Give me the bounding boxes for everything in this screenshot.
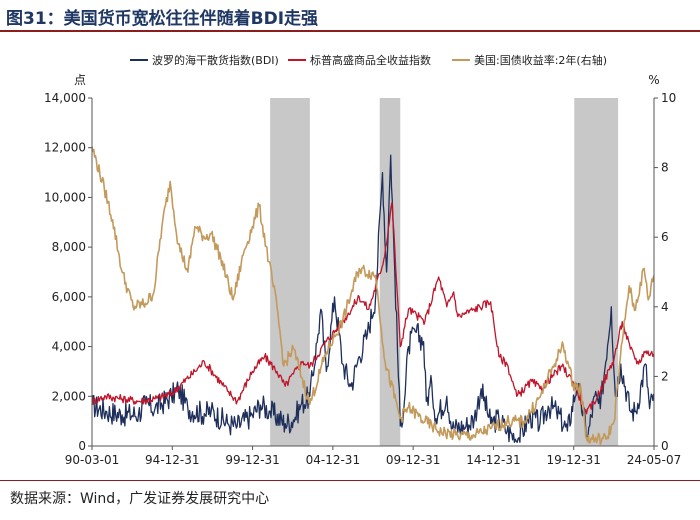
series-line-3 bbox=[91, 146, 655, 446]
right-axis-unit: % bbox=[648, 73, 659, 87]
title-bar: 图31：美国货币宽松往往伴随着BDI走强 bbox=[0, 0, 700, 30]
series-line-2 bbox=[91, 201, 655, 415]
right-tick-label: 4 bbox=[661, 300, 669, 314]
right-tick-label: 2 bbox=[661, 369, 669, 383]
title-rule bbox=[0, 30, 700, 32]
shaded-period-1 bbox=[270, 98, 310, 446]
source-rule bbox=[0, 480, 700, 481]
left-tick-label: 6,000 bbox=[52, 290, 86, 304]
legend-label-3: 美国:国债收益率:2年(右轴) bbox=[474, 53, 607, 67]
x-tick-label: 09-12-31 bbox=[386, 453, 440, 467]
right-tick-label: 10 bbox=[661, 91, 676, 105]
source-note: 数据来源：Wind，广发证券发展研究中心 bbox=[10, 491, 270, 507]
shaded-period-2 bbox=[379, 98, 401, 446]
legend-label-2: 标普高盛商品全收益指数 bbox=[310, 53, 431, 67]
series-lines bbox=[91, 146, 655, 446]
x-tick-label: 99-12-31 bbox=[225, 453, 279, 467]
right-tick-label: 0 bbox=[661, 439, 669, 453]
x-tick-label: 94-12-31 bbox=[145, 453, 199, 467]
x-tick-label: 90-03-01 bbox=[65, 453, 119, 467]
left-tick-label: 2,000 bbox=[52, 389, 86, 403]
left-tick-label: 0 bbox=[78, 439, 86, 453]
x-tick-label: 14-12-31 bbox=[466, 453, 520, 467]
series-line-1 bbox=[91, 154, 655, 443]
left-axis-unit: 点 bbox=[74, 73, 86, 87]
legend: 波罗的海干散货指数(BDI) 标普高盛商品全收益指数 美国:国债收益率:2年(右轴) bbox=[130, 53, 607, 67]
chart: 0 2,000 4,000 6,000 8,000 10,000 12,000 14,000 点… bbox=[44, 53, 681, 467]
x-tick-label: 04-12-31 bbox=[306, 453, 360, 467]
shaded-periods bbox=[270, 98, 619, 446]
chart-container: 0 2,000 4,000 6,000 8,000 10,000 12,000 14,000 点… bbox=[0, 34, 700, 474]
left-tick-label: 10,000 bbox=[44, 190, 86, 204]
page-title: 图31：美国货币宽松往往伴随着BDI走强 bbox=[6, 9, 319, 29]
legend-label-1: 波罗的海干散货指数(BDI) bbox=[152, 53, 279, 67]
axes: 0 2,000 4,000 6,000 8,000 10,000 12,000 14,000 点… bbox=[44, 73, 681, 467]
right-tick-label: 8 bbox=[661, 161, 669, 175]
right-tick-label: 6 bbox=[661, 230, 669, 244]
left-tick-label: 12,000 bbox=[44, 141, 86, 155]
left-tick-label: 8,000 bbox=[52, 240, 86, 254]
x-tick-label: 24-05-07 bbox=[627, 453, 681, 467]
x-tick-label: 19-12-31 bbox=[546, 453, 600, 467]
left-tick-label: 14,000 bbox=[44, 91, 86, 105]
left-tick-label: 4,000 bbox=[52, 340, 86, 354]
